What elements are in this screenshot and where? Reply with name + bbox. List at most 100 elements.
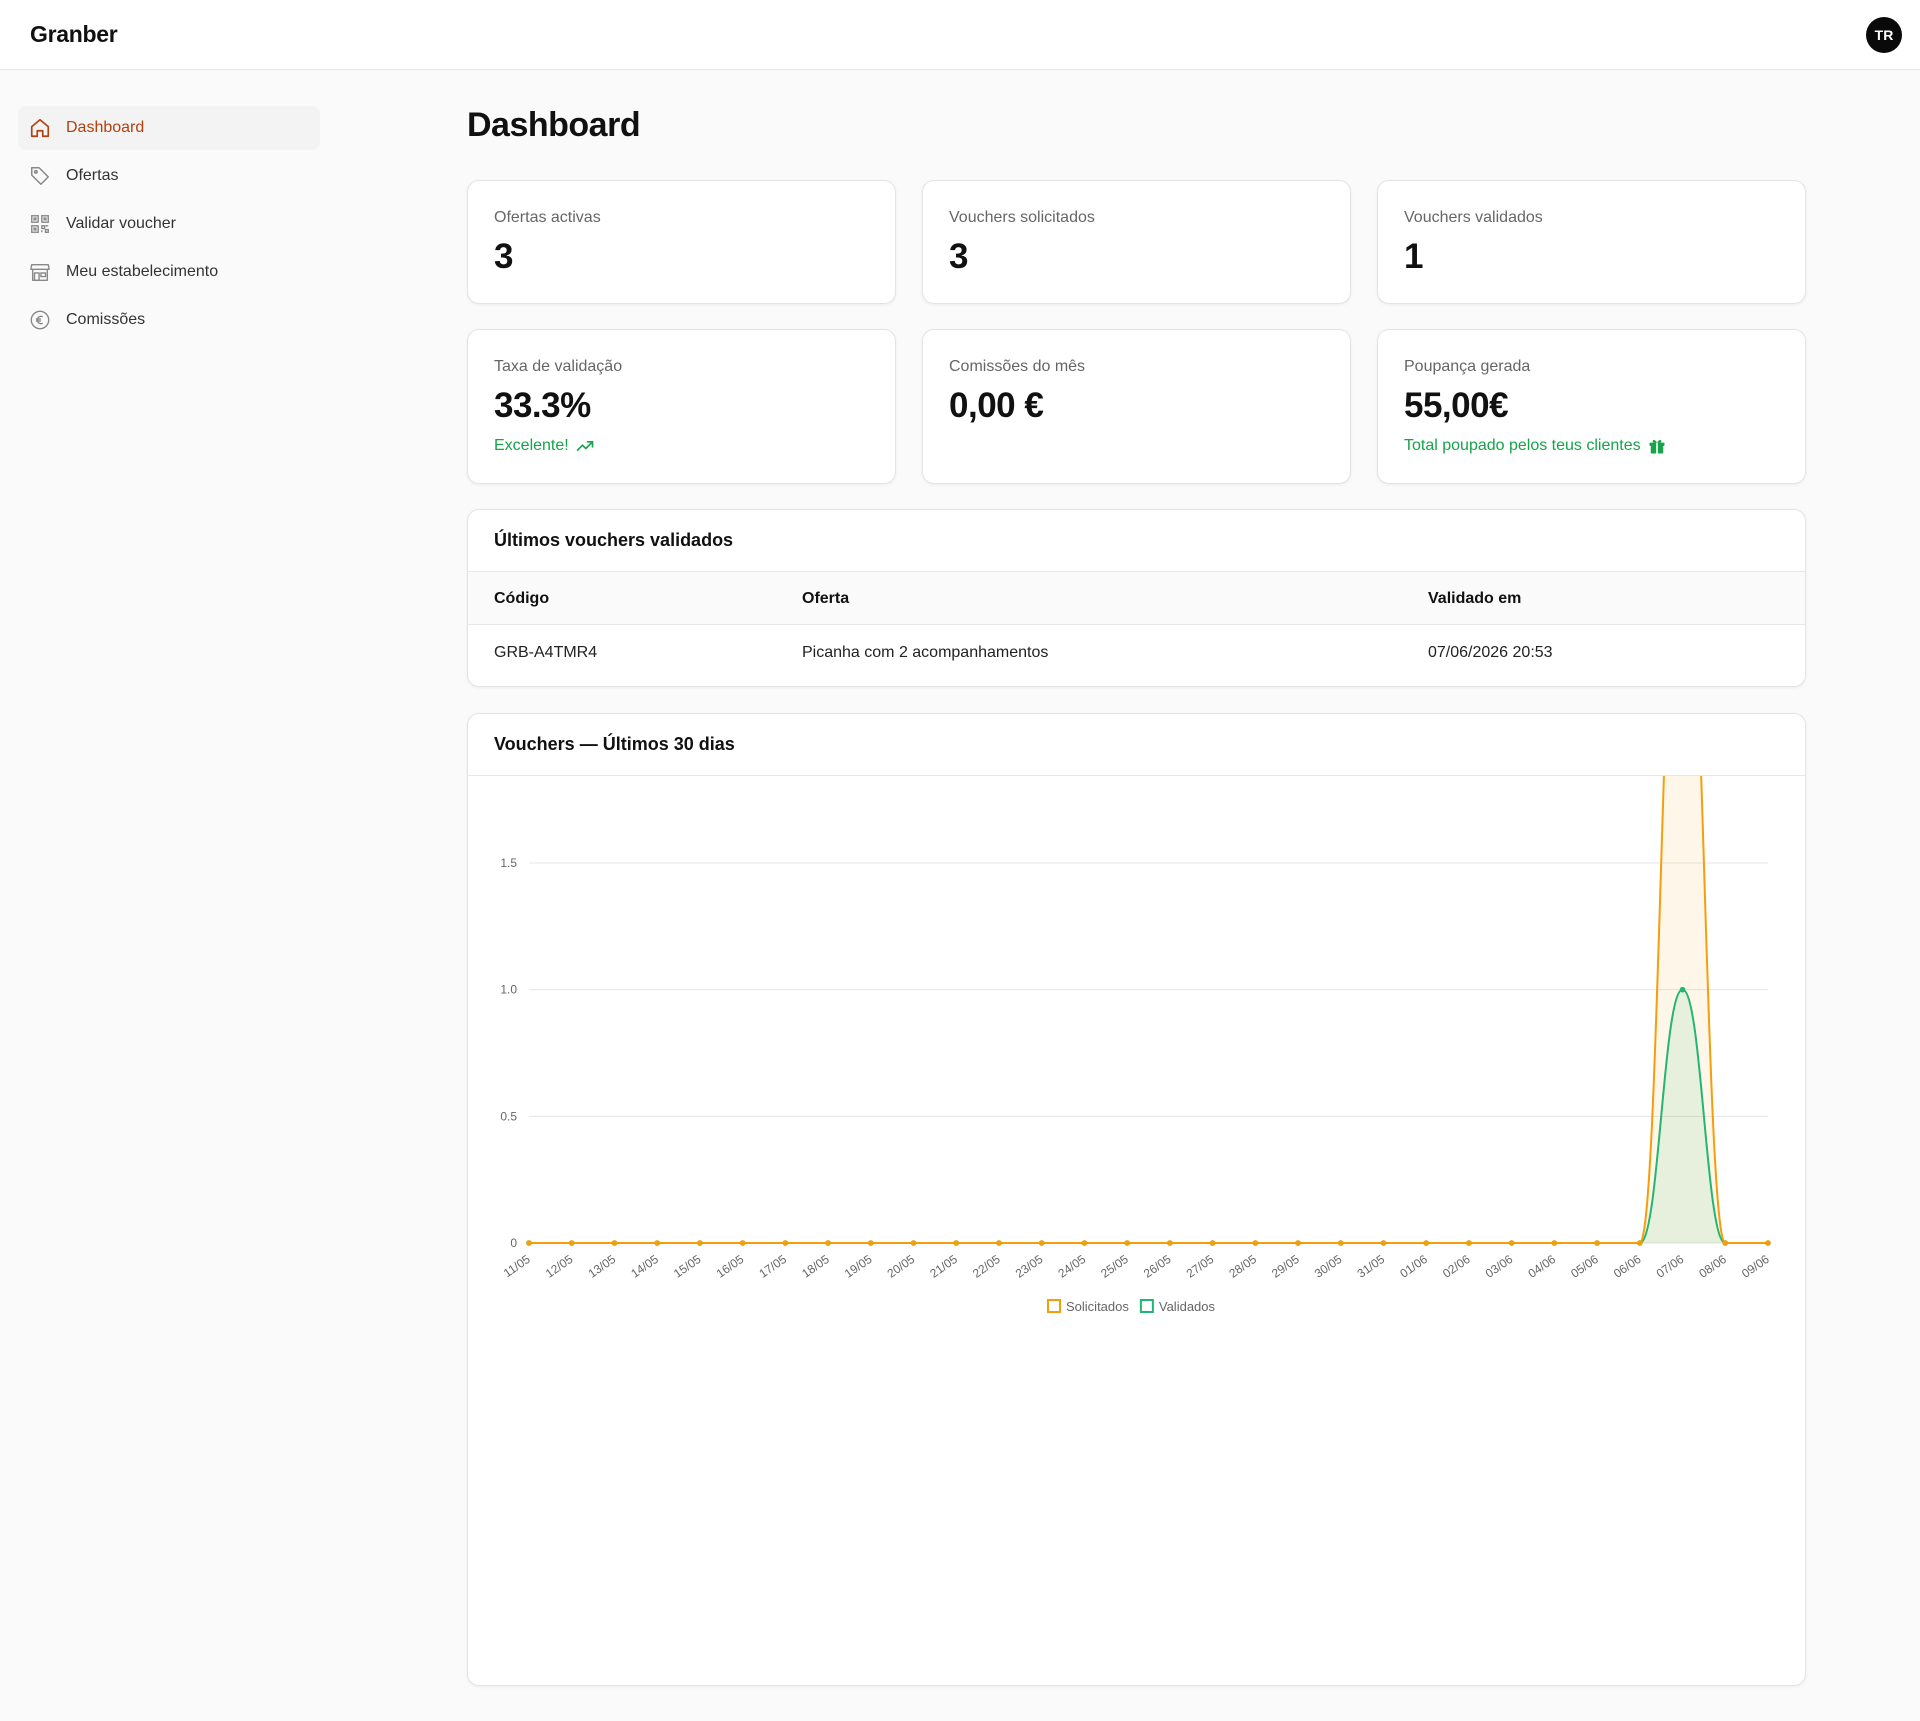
x-tick-label: 04/06 — [1525, 1252, 1558, 1281]
data-point — [611, 1240, 618, 1246]
stat-label: Comissões do mês — [949, 358, 1086, 375]
data-point — [825, 1240, 831, 1246]
sidebar-item-label: Ofertas — [66, 167, 119, 184]
x-tick-label: 23/05 — [1013, 1252, 1046, 1281]
stat-value: 3 — [949, 237, 968, 276]
qr-code-icon — [28, 212, 52, 236]
legend-label-solicitados: Solicitados — [1066, 1299, 1129, 1314]
stat-label: Vouchers solicitados — [949, 209, 1095, 226]
series-area-solicitados — [529, 776, 1768, 1243]
y-tick-label: 1.5 — [500, 856, 517, 870]
stat-card-taxa-validacao: Taxa de validação 33.3% Excelente! — [467, 329, 896, 484]
sidebar-item-meu-estabelecimento[interactable]: Meu estabelecimento — [18, 250, 320, 294]
brand-logo[interactable]: Granber — [30, 21, 118, 47]
x-tick-label: 14/05 — [628, 1252, 661, 1281]
x-tick-label: 02/06 — [1440, 1252, 1473, 1281]
section-title: Últimos vouchers validados — [494, 530, 734, 550]
x-tick-label: 18/05 — [799, 1252, 832, 1281]
x-tick-label: 20/05 — [885, 1252, 918, 1281]
gift-icon — [1649, 440, 1665, 454]
data-point — [953, 1240, 960, 1246]
y-tick-label: 1.0 — [500, 983, 517, 997]
top-bar: Granber TR — [0, 0, 1920, 70]
divider — [468, 775, 1805, 776]
data-point — [568, 1240, 575, 1246]
stat-card-poupanca-gerada: Poupança gerada 55,00€ Total poupado pel… — [1377, 329, 1806, 484]
x-tick-label: 01/06 — [1397, 1252, 1430, 1281]
x-tick-label: 06/06 — [1611, 1252, 1644, 1281]
y-tick-label: 0.5 — [500, 1109, 517, 1123]
x-tick-label: 12/05 — [543, 1252, 576, 1281]
home-icon — [28, 116, 52, 140]
column-header-validado-em: Validado em — [1428, 590, 1522, 607]
latest-vouchers-card: Últimos vouchers validados Código Oferta… — [467, 509, 1806, 687]
x-tick-label: 13/05 — [586, 1252, 619, 1281]
cell-oferta: Picanha com 2 acompanhamentos — [802, 644, 1049, 661]
data-point — [1167, 1240, 1173, 1246]
x-tick-label: 27/05 — [1184, 1252, 1217, 1281]
data-point — [1337, 1240, 1344, 1246]
x-tick-label: 22/05 — [970, 1252, 1003, 1281]
legend-swatch-solicitados — [1047, 1299, 1061, 1313]
x-tick-label: 21/05 — [927, 1252, 960, 1281]
x-tick-label: 26/05 — [1141, 1252, 1174, 1281]
data-point — [1765, 1240, 1771, 1246]
column-header-codigo: Código — [494, 590, 550, 607]
x-tick-label: 07/06 — [1654, 1252, 1687, 1281]
x-tick-label: 16/05 — [714, 1252, 747, 1281]
stat-note-text: Excelente! — [494, 437, 569, 454]
column-header-oferta: Oferta — [802, 590, 850, 607]
stat-card-ofertas-activas: Ofertas activas 3 — [467, 180, 896, 304]
data-point — [1124, 1240, 1130, 1246]
legend-label-validados: Validados — [1159, 1299, 1216, 1314]
x-tick-label: 31/05 — [1355, 1252, 1388, 1281]
data-point — [1679, 986, 1686, 993]
x-tick-label: 17/05 — [756, 1252, 789, 1281]
x-tick-label: 08/06 — [1696, 1252, 1729, 1281]
stat-value: 3 — [494, 237, 513, 276]
data-point — [1466, 1240, 1472, 1246]
x-tick-label: 25/05 — [1098, 1252, 1131, 1281]
x-tick-label: 05/06 — [1568, 1252, 1601, 1281]
stat-value: 55,00€ — [1404, 386, 1509, 425]
sidebar-item-label: Validar voucher — [66, 215, 176, 232]
data-point — [782, 1240, 789, 1246]
store-icon — [28, 260, 52, 284]
table-header: Código Oferta Validado em — [468, 571, 1805, 625]
stat-card-vouchers-validados: Vouchers validados 1 — [1377, 180, 1806, 304]
x-tick-label: 11/05 — [501, 1252, 533, 1280]
user-avatar[interactable]: TR — [1866, 17, 1902, 53]
data-point — [1038, 1240, 1045, 1246]
x-tick-label: 24/05 — [1056, 1252, 1089, 1281]
x-tick-label: 15/05 — [671, 1252, 704, 1281]
data-point — [739, 1240, 746, 1246]
sidebar-item-validar-voucher[interactable]: Validar voucher — [18, 202, 320, 246]
data-point — [1594, 1240, 1600, 1246]
chart-title: Vouchers — Últimos 30 dias — [494, 734, 735, 754]
x-tick-label: 09/06 — [1739, 1252, 1772, 1281]
data-point — [1209, 1240, 1216, 1246]
data-point — [1551, 1240, 1558, 1246]
vouchers-chart: 00.51.01.52.02.53.011/0512/0513/0514/051… — [500, 776, 1772, 1314]
stat-value: 33.3% — [494, 386, 591, 425]
stat-label: Vouchers validados — [1404, 209, 1543, 226]
stat-value: 1 — [1404, 237, 1423, 276]
stat-note: Total poupado pelos teus clientes — [1404, 436, 1667, 456]
vouchers-chart-card: Vouchers — Últimos 30 dias 00.51.01.52.0… — [467, 713, 1806, 1686]
sidebar-item-label: Comissões — [66, 311, 146, 328]
sidebar-item-dashboard[interactable]: Dashboard — [18, 106, 320, 150]
data-point — [1722, 1240, 1729, 1246]
stat-label: Poupança gerada — [1404, 358, 1531, 375]
data-point — [1380, 1240, 1387, 1246]
data-point — [910, 1240, 917, 1246]
data-point — [1081, 1240, 1088, 1246]
tag-icon — [28, 164, 52, 188]
data-point — [1508, 1240, 1515, 1246]
sidebar-item-ofertas[interactable]: Ofertas — [18, 154, 320, 198]
data-point — [996, 1240, 1002, 1246]
sidebar-item-label: Dashboard — [66, 119, 145, 136]
trending-up-icon — [576, 441, 594, 451]
data-point — [1637, 1240, 1643, 1246]
x-tick-label: 29/05 — [1269, 1252, 1302, 1281]
sidebar-item-comissoes[interactable]: Comissões — [18, 298, 320, 342]
